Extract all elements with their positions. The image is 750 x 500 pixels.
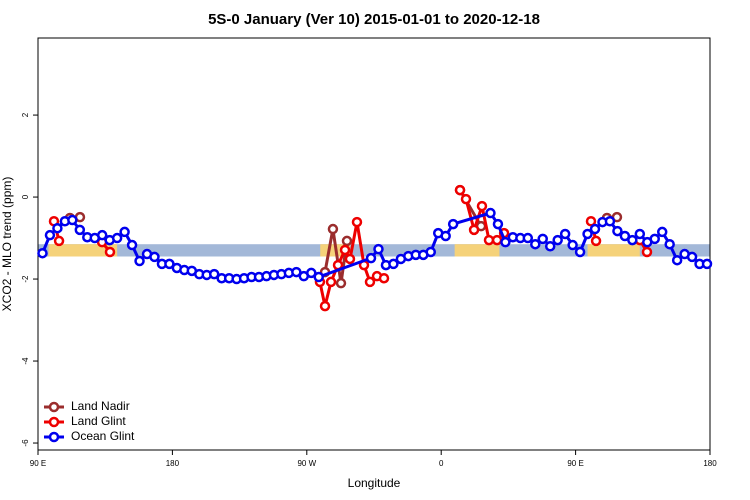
point [373,243,384,255]
point [559,228,571,240]
land-band [454,244,500,257]
point [649,233,660,245]
y-tick-label: -4 [21,357,30,365]
point [74,224,86,236]
point [306,267,317,279]
legend-label: Land Glint [71,414,126,428]
point [388,258,399,270]
point [344,253,356,265]
point [425,246,436,258]
point [476,200,488,212]
point [378,272,390,284]
point [291,266,302,278]
point [327,223,339,235]
x-tick-label: 90 W [297,459,316,468]
point [485,207,496,219]
point [634,228,646,240]
point [319,300,331,312]
point [656,226,668,238]
point [567,239,578,251]
point [627,234,638,246]
point [574,246,586,258]
point [552,234,563,246]
point [492,218,504,230]
point [641,246,653,258]
legend-label: Land Nadir [71,399,130,413]
point [500,236,511,248]
point [537,233,548,245]
point [325,276,337,288]
point [208,268,220,280]
chart-title: 5S-0 January (Ver 10) 2015-01-01 to 2020… [208,11,540,28]
x-tick-label: 0 [439,459,444,468]
point [483,234,495,246]
plot-frame [37,37,711,451]
point [149,251,160,263]
point [313,271,324,283]
point [440,230,451,242]
x-tick-label: 180 [166,459,180,468]
point [104,246,116,258]
x-tick-label: 90 E [30,459,46,468]
point [582,228,593,240]
point [585,215,597,227]
point [604,215,616,227]
point [460,193,472,205]
point [67,214,78,226]
point [364,276,376,288]
point [664,238,675,250]
x-axis-label: Longitude [348,476,401,490]
land-band [48,244,118,257]
point [530,238,541,250]
point [335,277,347,289]
legend-marker [48,401,60,413]
point [468,224,480,236]
point [447,218,459,230]
point [701,258,713,270]
point [671,254,683,266]
point [339,244,351,256]
y-tick-label: 0 [21,194,30,199]
point [44,229,56,241]
point [619,230,631,242]
point [126,239,138,251]
point [37,247,48,259]
point [590,235,602,247]
point [351,216,363,228]
y-tick-label: 2 [21,112,30,117]
point [491,234,503,246]
x-tick-label: 90 E [567,459,583,468]
x-tick-label: 180 [703,459,717,468]
legend-label: Ocean Glint [71,429,135,443]
y-axis-label: XCO2 - MLO trend (ppm) [0,177,14,312]
point [454,184,466,196]
point [612,225,623,237]
point [134,255,145,267]
point [686,251,698,263]
land-band [587,244,640,257]
point [365,252,377,264]
point [544,241,556,252]
point [119,226,130,238]
point [53,235,65,247]
legend-marker [48,431,60,443]
point [522,232,534,244]
point [52,222,63,234]
legend-marker [48,416,60,428]
point [341,235,353,247]
point [589,223,601,235]
point [96,229,108,241]
y-tick-label: -2 [21,275,30,283]
y-tick-label: -6 [21,439,30,447]
point [111,232,123,244]
point [164,258,175,270]
